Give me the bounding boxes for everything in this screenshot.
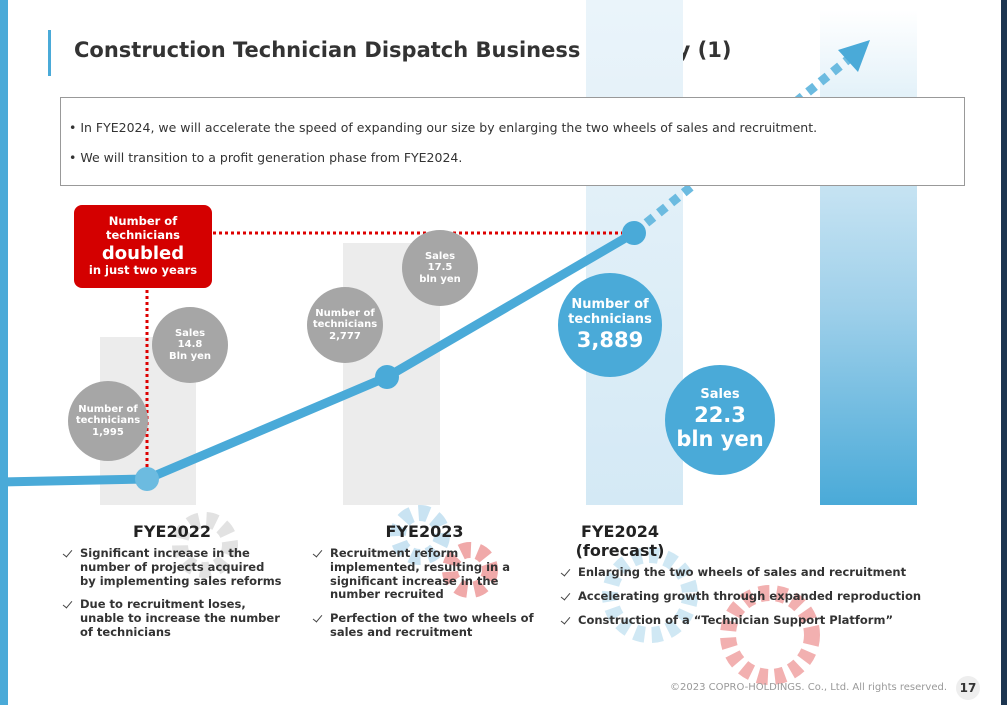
bubble-value: 2,777: [329, 331, 361, 343]
bubble-label: Sales: [175, 328, 205, 340]
bubble-unit: bln yen: [676, 427, 763, 451]
summary-bullet: • In FYE2024, we will accelerate the spe…: [69, 120, 817, 135]
bubble-label: Number of technicians: [68, 404, 148, 427]
bubble-label: Sales: [700, 388, 739, 403]
checklist-item: Perfection of the two wheels of sales an…: [312, 612, 537, 640]
check-mark: [63, 547, 73, 557]
point: [622, 221, 646, 245]
period-heading: FYE2024(forecast): [560, 522, 680, 560]
callout-text: Number of technicians: [74, 215, 212, 243]
bubble-unit: Bln yen: [169, 351, 211, 363]
period-note: (forecast): [576, 541, 665, 560]
slide: Construction Technician Dispatch Busines…: [0, 0, 1007, 705]
bubble-label: Number of technicians: [558, 298, 662, 328]
bubble-label: Number of technicians: [307, 308, 383, 331]
check-mark: [561, 567, 571, 577]
bubble-value: 3,889: [577, 328, 643, 352]
bubble-value: 1,995: [92, 427, 124, 439]
checklist-text: Perfection of the two wheels of sales an…: [330, 611, 534, 639]
bar: [820, 10, 917, 505]
checklist-text: Recruitment reform implemented, resultin…: [330, 546, 510, 601]
bubble-value: 14.8: [178, 339, 203, 351]
checklist-text: Construction of a “Technician Support Pl…: [578, 613, 893, 627]
point: [135, 467, 159, 491]
period-column: FYE2023 Recruitment reform implemented, r…: [312, 522, 537, 650]
bubble-unit: bln yen: [419, 274, 461, 286]
checklist-item: Accelerating growth through expanded rep…: [560, 590, 940, 604]
summary-bullet: • We will transition to a profit generat…: [69, 150, 462, 165]
checklist-item: Significant increase in the number of pr…: [62, 547, 282, 588]
period-heading: FYE2022: [62, 522, 282, 541]
bubble-value: 17.5: [428, 262, 453, 274]
checklist-text: Accelerating growth through expanded rep…: [578, 589, 921, 603]
summary-box: • In FYE2024, we will accelerate the spe…: [60, 97, 965, 186]
check-mark: [561, 614, 571, 624]
period-column: FYE2022 Significant increase in the numbe…: [62, 522, 282, 650]
callout-emphasis: doubled: [74, 243, 212, 265]
page-number: 17: [956, 676, 980, 700]
callout-text: in just two years: [74, 264, 212, 278]
bubble-label: Sales: [425, 251, 455, 263]
checklist-text: Due to recruitment loses, unable to incr…: [80, 597, 280, 639]
check-mark: [313, 613, 323, 623]
check-mark: [313, 547, 323, 557]
checklist-item: Due to recruitment loses, unable to incr…: [62, 598, 282, 639]
period-heading: FYE2023: [312, 522, 537, 541]
period-column: FYE2024(forecast) Enlarging the two wheel…: [560, 522, 940, 638]
checklist-text: Enlarging the two wheels of sales and re…: [578, 565, 906, 579]
check-mark: [63, 599, 73, 609]
point: [375, 365, 399, 389]
check-mark: [561, 591, 571, 601]
checklist-text: Significant increase in the number of pr…: [80, 546, 282, 588]
checklist-item: Construction of a “Technician Support Pl…: [560, 614, 940, 628]
bubble-value: 22.3: [694, 403, 746, 427]
checklist-item: Enlarging the two wheels of sales and re…: [560, 566, 940, 580]
period-heading: FYE2024: [581, 522, 659, 541]
copyright: ©2023 COPRO-HOLDINGS. Co., Ltd. All righ…: [670, 682, 947, 693]
checklist-item: Recruitment reform implemented, resultin…: [312, 547, 537, 602]
callout: Number of technicians doubled in just tw…: [74, 205, 212, 288]
